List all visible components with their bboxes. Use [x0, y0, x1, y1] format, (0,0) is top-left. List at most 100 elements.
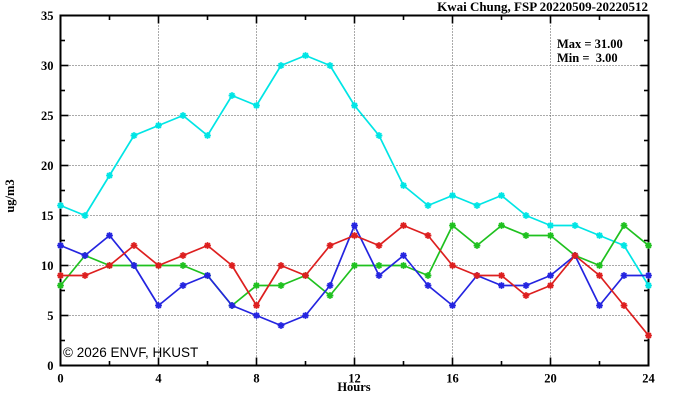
- green-line-marker: [57, 282, 64, 289]
- red-line-marker: [204, 242, 211, 249]
- y-tick-label: 25: [41, 109, 54, 123]
- blue-line-marker: [302, 312, 309, 319]
- red-line-marker: [155, 262, 162, 269]
- green-line-marker: [498, 222, 505, 229]
- tick-labels: 0 5 10 15 20 25 30 35 0 4 8 12 16 20 24: [41, 9, 656, 386]
- cyan-line-marker: [547, 222, 554, 229]
- blue-line-marker: [326, 282, 334, 289]
- blue-line-marker: [449, 302, 456, 309]
- cyan-line: [57, 52, 652, 289]
- x-tick-label: 12: [348, 372, 361, 386]
- blue-line-marker: [547, 272, 554, 279]
- blue-line-marker: [645, 272, 652, 279]
- x-tick-label: 16: [446, 372, 459, 386]
- blue-line: [57, 222, 652, 329]
- plot-frame: [59, 14, 650, 367]
- data-series: [57, 52, 652, 339]
- red-line-marker: [302, 272, 309, 279]
- red-line-marker: [596, 272, 603, 279]
- blue-line-marker: [204, 272, 211, 279]
- green-line-marker: [449, 222, 456, 229]
- cyan-line-marker: [620, 242, 628, 249]
- cyan-line-marker: [179, 112, 187, 119]
- red-line-marker: [277, 262, 285, 269]
- y-tick-label: 0: [47, 359, 53, 373]
- cyan-line-marker: [522, 212, 530, 219]
- cyan-line-marker: [498, 192, 505, 199]
- red-line-marker: [253, 302, 260, 309]
- y-tick-label: 10: [41, 259, 54, 273]
- cyan-line-marker: [400, 182, 407, 189]
- green-line-marker: [326, 292, 334, 299]
- cyan-line-marker: [375, 132, 383, 139]
- blue-line-marker: [81, 252, 89, 259]
- cyan-line-marker: [326, 62, 334, 69]
- cyan-line-marker: [302, 52, 309, 59]
- green-line-marker: [596, 262, 603, 269]
- cyan-line-marker: [645, 282, 652, 289]
- green-line-marker: [351, 262, 358, 269]
- watermark-text: © 2026 ENVF, HKUST: [63, 345, 198, 360]
- blue-line-marker: [106, 232, 113, 239]
- cyan-line-marker: [106, 172, 113, 179]
- cyan-line-marker: [204, 132, 211, 139]
- cyan-line-marker: [253, 102, 260, 109]
- red-line-marker: [106, 262, 113, 269]
- red-line: [57, 222, 652, 339]
- blue-line-marker: [228, 302, 236, 309]
- x-tick-label: 4: [155, 372, 162, 386]
- green-line-marker: [522, 232, 530, 239]
- red-line-marker: [326, 242, 334, 249]
- cyan-line-marker: [57, 202, 64, 209]
- green-line-marker: [400, 262, 407, 269]
- red-line-marker: [351, 232, 358, 239]
- max-annotation: Max = 31.00: [557, 37, 623, 51]
- cyan-line-marker: [81, 212, 89, 219]
- blue-line-marker: [57, 242, 64, 249]
- cyan-line-marker: [473, 202, 481, 209]
- red-line-marker: [645, 332, 652, 339]
- blue-line-marker: [400, 252, 407, 259]
- green-line-marker: [620, 222, 628, 229]
- red-line-marker: [498, 272, 505, 279]
- blue-line-marker: [596, 302, 603, 309]
- red-line-marker: [522, 292, 530, 299]
- blue-line-marker: [424, 282, 432, 289]
- green-line-marker: [253, 282, 260, 289]
- blue-line-marker: [620, 272, 628, 279]
- y-tick-label: 15: [41, 209, 54, 223]
- x-tick-label: 24: [642, 372, 655, 386]
- red-line-marker: [400, 222, 407, 229]
- blue-line-marker: [351, 222, 358, 229]
- x-tick-label: 20: [544, 372, 557, 386]
- cyan-line-marker: [130, 132, 138, 139]
- red-line-marker: [57, 272, 64, 279]
- cyan-line-marker: [596, 232, 603, 239]
- gridlines: [60, 15, 649, 366]
- blue-line-marker: [155, 302, 162, 309]
- y-tick-label: 35: [41, 9, 54, 23]
- blue-line-marker: [375, 272, 383, 279]
- cyan-line-marker: [449, 192, 456, 199]
- chart-title: Kwai Chung, FSP 20220509-20220512: [437, 0, 648, 14]
- x-tick-label: 0: [57, 372, 63, 386]
- blue-line-marker: [277, 322, 285, 329]
- y-tick-label: 5: [47, 309, 53, 323]
- min-annotation: Min = 3.00: [557, 51, 618, 65]
- x-tick-label: 8: [253, 372, 259, 386]
- green-line-marker: [375, 262, 383, 269]
- red-line-marker: [375, 242, 383, 249]
- cyan-line-marker: [228, 92, 236, 99]
- blue-line-marker: [498, 282, 505, 289]
- green-line-marker: [473, 242, 481, 249]
- cyan-line-marker: [571, 222, 579, 229]
- red-line-marker: [130, 242, 138, 249]
- red-line-marker: [228, 262, 236, 269]
- blue-line-marker: [130, 262, 138, 269]
- blue-line-marker: [179, 282, 187, 289]
- red-line-marker: [620, 302, 628, 309]
- red-line-marker: [179, 252, 187, 259]
- cyan-line-marker: [351, 102, 358, 109]
